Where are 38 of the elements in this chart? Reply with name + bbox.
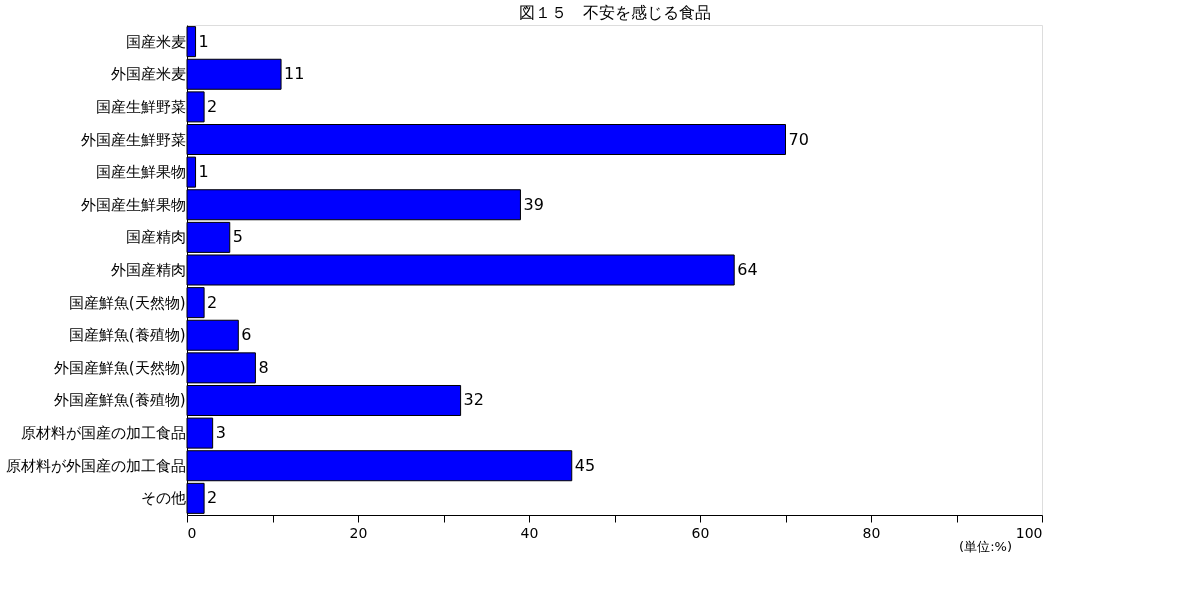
- y-tick-label: 国産精肉: [125, 228, 186, 247]
- data-label: 32: [463, 390, 484, 410]
- data-label: 1: [198, 162, 209, 182]
- y-tick-label: 国産鮮魚(養殖物): [68, 326, 186, 345]
- y-tick-label: 原材料が国産の加工食品: [20, 424, 186, 443]
- x-tick-label: 40: [520, 524, 539, 541]
- data-label: 2: [207, 292, 218, 312]
- data-label: 6: [241, 325, 252, 345]
- x-tick-label: 60: [691, 524, 710, 541]
- data-label: 70: [788, 129, 809, 149]
- y-tick-label: 国産鮮魚(天然物): [68, 293, 186, 312]
- y-tick-label: 外国産米麦: [110, 65, 186, 84]
- data-label: 2: [207, 488, 218, 508]
- y-tick-label: 国産生鮮果物: [95, 163, 186, 182]
- chart-title: 図１５ 不安を感じる食品: [518, 3, 711, 22]
- y-tick-label: 国産生鮮野菜: [95, 97, 186, 116]
- x-tick-label: 100: [1015, 524, 1043, 541]
- data-label: 2: [207, 96, 218, 116]
- data-label: 8: [258, 357, 269, 377]
- data-label: 1: [198, 31, 209, 51]
- data-label: 64: [737, 260, 758, 279]
- data-label: 5: [232, 227, 243, 247]
- data-label: 45: [574, 455, 596, 475]
- text: (単位:%): [959, 539, 1012, 554]
- y-tick-label: 外国産鮮魚(養殖物): [53, 391, 186, 410]
- y-tick-label: 国産米麦: [125, 32, 186, 51]
- data-label: 11: [284, 64, 305, 84]
- y-tick-label: その他: [140, 489, 186, 508]
- data-label: 39: [523, 194, 544, 214]
- y-tick-label: 原材料が外国産の加工食品: [5, 456, 186, 475]
- x-tick-label: 80: [862, 524, 881, 541]
- y-tick-label: 外国産鮮魚(天然物): [53, 358, 186, 377]
- y-tick-label: 外国産精肉: [110, 261, 186, 279]
- data-label: 3: [215, 423, 226, 443]
- y-tick-label: 外国産生鮮野菜: [80, 130, 186, 149]
- x-tick-label: 0: [187, 524, 197, 541]
- y-tick-label: 外国産生鮮果物: [80, 195, 186, 214]
- x-tick-label: 20: [349, 524, 368, 541]
